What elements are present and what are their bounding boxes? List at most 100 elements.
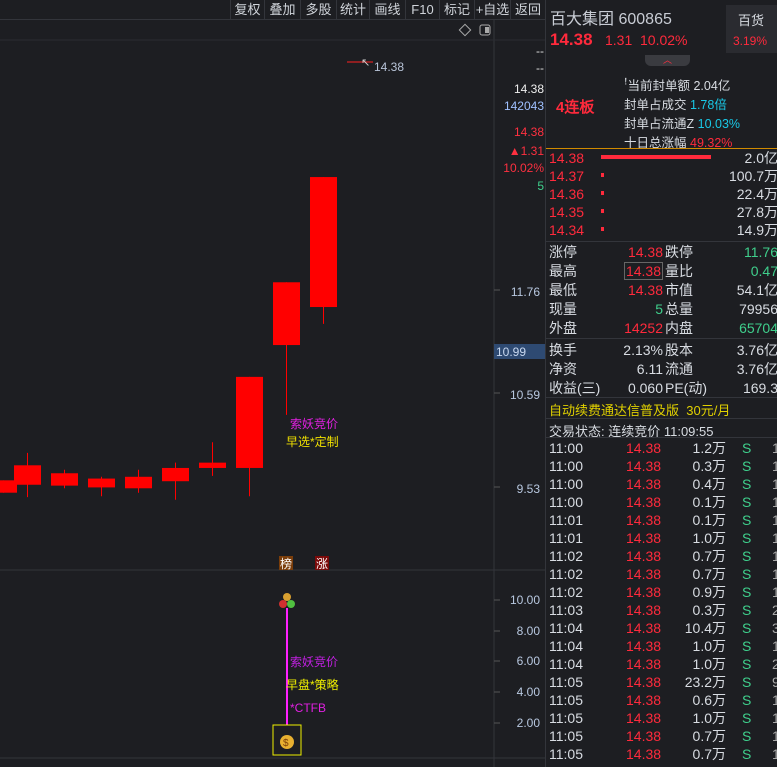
axis-info-2: 14.38 [514, 82, 544, 96]
tick-side: S [742, 512, 752, 528]
lower-annotation-zaopan: 早盘*策略 [286, 677, 339, 692]
stat-label: 最高 [549, 263, 577, 279]
tick-price: 14.38 [626, 476, 662, 492]
stock-title: 百大集团 600865 [550, 5, 672, 29]
candle [273, 282, 300, 415]
tick-row: 11:05 14.38 0.7万 S 1 [546, 745, 777, 763]
axis-info-3: 142043 [504, 99, 544, 113]
candle [0, 480, 17, 493]
tick-time: 11:01 [549, 530, 583, 546]
tick-row: 11:00 14.38 0.3万 S 1 [546, 457, 777, 475]
lower-annotation-ctfb: *CTFB [290, 701, 326, 715]
svg-text:$: $ [283, 738, 289, 749]
tick-row: 11:03 14.38 0.3万 S 2 [546, 601, 777, 619]
limit-row: ꜝ当前封单额 2.04亿 [624, 75, 730, 94]
bid-price: 14.38 [549, 150, 585, 166]
candle-body [162, 467, 189, 482]
tick-row: 11:05 14.38 23.2万 S 9 [546, 673, 777, 691]
stat-value: 2.13% [623, 342, 663, 358]
indicator-axis-label: 6.00 [517, 654, 541, 668]
volume-bar [601, 173, 604, 177]
sector-name: 百货 [738, 13, 765, 28]
promo-link[interactable]: 自动续费通达信普及版 30元/月 [549, 400, 730, 419]
candle-body [199, 462, 226, 468]
toolbar-1[interactable]: 叠加 [264, 0, 300, 20]
stat-value: 11.76 [744, 244, 777, 260]
badge-zhang: 涨 [316, 556, 328, 571]
toolbar-0[interactable]: 复权 [230, 0, 264, 20]
stat-value: 65704 [739, 320, 777, 336]
tick-time: 11:05 [549, 710, 583, 726]
tick-volume: 0.6万 [692, 692, 726, 708]
tick-count: 1 [772, 584, 777, 600]
toolbar-8[interactable]: 返回 [510, 0, 545, 20]
price-axis-label: 10.59 [510, 388, 540, 402]
tick-row: 11:04 14.38 1.0万 S 1 [546, 637, 777, 655]
stat-label: 外盘 [549, 320, 577, 336]
toolbar-5[interactable]: F10 [405, 0, 439, 20]
tick-count: 1 [772, 692, 777, 708]
orderbook-row[interactable]: 14.37 100.7万 [546, 167, 777, 185]
tick-side: S [742, 674, 752, 690]
candle-body [0, 480, 17, 493]
kline-chart[interactable]: ↖ 14.38 索妖竞价 早选*定制 榜 涨 索妖竞价 早盘*策略 *CTFB … [0, 20, 545, 767]
sector-box[interactable]: 百货 3.19% [726, 5, 777, 53]
toolbar-3[interactable]: 统计 [336, 0, 369, 20]
tick-row: 11:00 14.38 1.2万 S 1 [546, 439, 777, 457]
orderbook-row[interactable]: 14.38 2.0亿 [546, 149, 777, 167]
tick-volume: 0.1万 [692, 512, 726, 528]
orderbook-row[interactable]: 14.36 22.4万 [546, 185, 777, 203]
quote-panel: 百大集团 600865 14.38 1.31 10.02% 百货 3.19% ︿… [545, 0, 777, 767]
stat-value: 14.38 [623, 262, 663, 280]
tick-time: 11:00 [549, 476, 583, 492]
candle [162, 462, 189, 500]
toolbar-7[interactable]: +自选 [474, 0, 510, 20]
orderbook-row[interactable]: 14.35 27.8万 [546, 203, 777, 221]
tick-volume: 1.0万 [692, 710, 726, 726]
tick-side: S [742, 620, 752, 636]
candle [14, 452, 41, 498]
toolbar-4[interactable]: 画线 [369, 0, 405, 20]
limit-label: 当前封单额 [627, 79, 690, 93]
stat-row: 外盘 14252 内盘 65704 [546, 319, 777, 337]
panel-toggle-icon[interactable] [479, 24, 491, 36]
tick-price: 14.38 [626, 584, 662, 600]
limit-value: 49.32% [690, 136, 733, 150]
tick-time: 11:00 [549, 440, 583, 456]
promo-price: 30元/月 [686, 403, 731, 418]
toolbar-2[interactable]: 多股 [300, 0, 336, 20]
volume-bar [601, 227, 604, 231]
tick-count: 1 [772, 458, 777, 474]
tick-time: 11:05 [549, 692, 583, 708]
tick-count: 1 [772, 494, 777, 510]
stock-name: 百大集团 [550, 11, 615, 28]
money-bag-box[interactable] [272, 724, 302, 756]
tick-side: S [742, 746, 752, 762]
tick-time: 11:04 [549, 656, 583, 672]
tick-side: S [742, 692, 752, 708]
tick-volume: 1.0万 [692, 656, 726, 672]
limit-row: 十日总涨幅 49.32% [624, 132, 732, 151]
toolbar-6[interactable]: 标记 [439, 0, 474, 20]
price-axis-label: 11.76 [511, 285, 540, 299]
crosshair-price-box [494, 344, 545, 359]
tick-time: 11:02 [549, 584, 583, 600]
tick-time: 11:04 [549, 620, 583, 636]
lower-annotation-suoyao: 索妖竞价 [290, 655, 338, 669]
stat-label: 换手 [549, 342, 577, 358]
diamond-icon[interactable] [458, 23, 472, 37]
tick-row: 11:00 14.38 0.4万 S 1 [546, 475, 777, 493]
candle [236, 376, 263, 497]
tick-time: 11:00 [549, 494, 583, 510]
collapse-button[interactable]: ︿ [645, 55, 690, 66]
stat-label: 现量 [549, 301, 577, 317]
limit-value: 10.03% [697, 117, 741, 131]
crosshair-price: 10.99 [496, 345, 526, 359]
candle-body [273, 282, 300, 346]
chart-toolbar: 复权 叠加 多股 统计 画线 F10 标记 +自选 返回 [0, 0, 545, 20]
bid-volume: 2.0亿 [744, 150, 777, 166]
limit-label: 封单占流通Z [624, 117, 695, 131]
candle-body [51, 473, 78, 486]
orderbook-row[interactable]: 14.34 14.9万 [546, 221, 777, 239]
tick-volume: 23.2万 [684, 674, 726, 690]
